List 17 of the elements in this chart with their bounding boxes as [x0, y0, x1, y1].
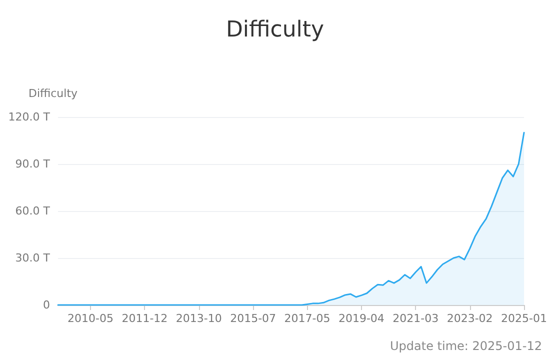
y-tick-label: 90.0 T: [15, 158, 50, 170]
x-tick-label: 2015-07: [230, 312, 276, 325]
y-tick-label: 120.0 T: [8, 110, 50, 124]
y-tick-label: 30.0 T: [15, 252, 50, 264]
x-tick-label: 2011-12: [122, 312, 168, 325]
x-tick-label: 2010-05: [68, 312, 114, 325]
x-tick-label: 2025-01: [501, 312, 548, 325]
x-tick-label: 2013-10: [176, 312, 222, 325]
y-axis-title: Difficulty: [28, 87, 78, 100]
y-tick-label: 0: [43, 298, 50, 312]
x-tick-label: 2021-03: [392, 312, 439, 325]
text: Update time: 2025-01-12: [390, 339, 542, 353]
chart-title: Difficulty: [226, 18, 324, 42]
y-tick-label: 60.0 T: [15, 204, 50, 218]
x-tick-label: 2017-05: [284, 312, 330, 325]
x-tick-label: 2019-04: [338, 312, 384, 325]
x-tick-label: 2023-02: [446, 312, 493, 325]
